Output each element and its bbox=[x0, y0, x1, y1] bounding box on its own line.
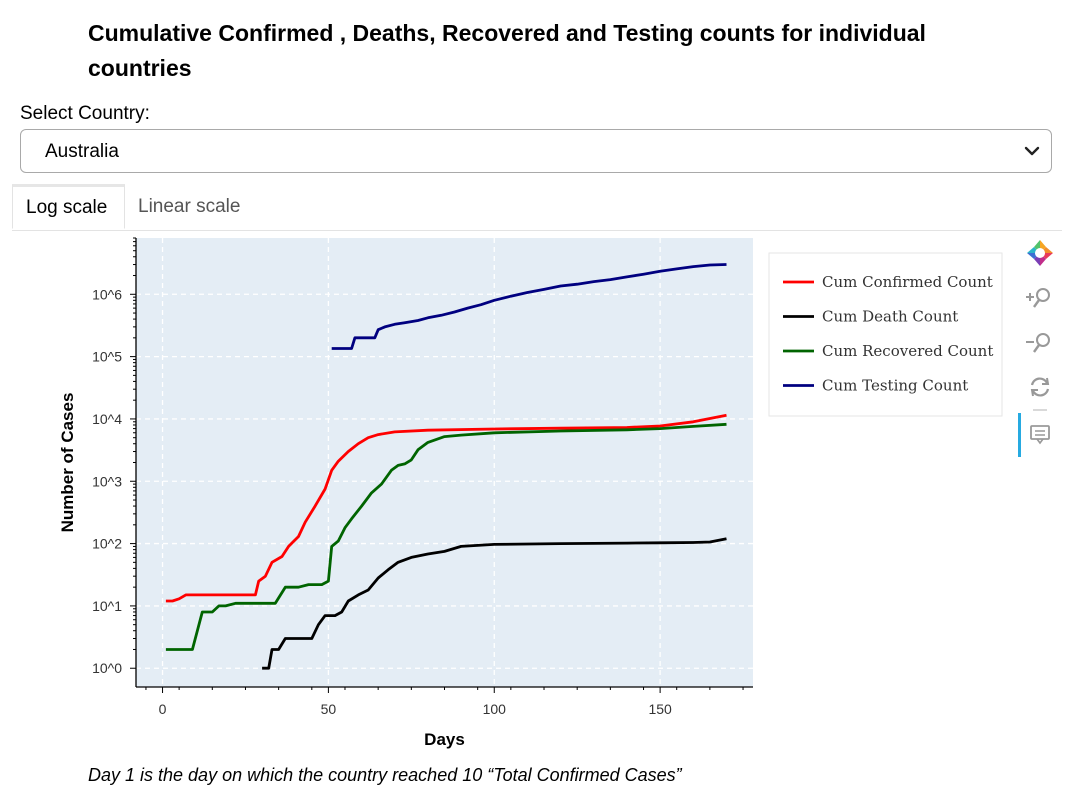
legend: Cum Confirmed Count Cum Death Count Cum Re… bbox=[768, 252, 1003, 417]
chart-toolbar bbox=[1018, 240, 1053, 457]
chevron-down-icon bbox=[1024, 146, 1040, 156]
legend-box bbox=[768, 252, 1003, 417]
page-title: Cumulative Confirmed , Deaths, Recovered… bbox=[88, 20, 926, 81]
zoom-in-icon[interactable] bbox=[1026, 288, 1050, 308]
country-select[interactable]: Australia bbox=[20, 129, 1052, 173]
scale-tabs: Log scale Linear scale bbox=[12, 184, 1062, 231]
footnote: Day 1 is the day on which the country re… bbox=[88, 765, 682, 785]
plot-area bbox=[136, 238, 753, 687]
legend-label: Cum Death Count bbox=[822, 308, 958, 326]
y-tick-label: 10^0 bbox=[92, 660, 122, 676]
cumulative-counts-chart: 0 50 100 150 10^0 10^1 10^2 10^3 10^4 10^5 10^6 Da… bbox=[58, 237, 1053, 749]
reset-icon[interactable] bbox=[1030, 377, 1050, 397]
y-tick-label: 10^4 bbox=[92, 411, 122, 427]
y-tick-label: 10^1 bbox=[92, 598, 122, 614]
hover-tooltip-icon[interactable] bbox=[1018, 413, 1050, 457]
x-tick-label: 150 bbox=[648, 701, 672, 717]
tab-log-scale[interactable]: Log scale bbox=[12, 184, 125, 229]
y-tick-label: 10^2 bbox=[92, 536, 122, 552]
tab-linear-scale[interactable]: Linear scale bbox=[138, 196, 241, 217]
x-axis-title: Days bbox=[424, 730, 465, 749]
y-tick-label: 10^6 bbox=[92, 286, 122, 302]
y-axis-title: Number of Cases bbox=[58, 393, 77, 533]
series-line-1 bbox=[165, 413, 727, 603]
x-tick-label: 0 bbox=[159, 701, 167, 717]
series-line-3 bbox=[165, 422, 727, 651]
series-line-2 bbox=[262, 537, 727, 670]
zoom-out-icon[interactable] bbox=[1026, 333, 1050, 353]
legend-label: Cum Confirmed Count bbox=[822, 273, 993, 291]
legend-label: Cum Testing Count bbox=[822, 377, 968, 395]
x-tick-label: 100 bbox=[483, 701, 507, 717]
y-tick-label: 10^5 bbox=[92, 349, 122, 365]
select-country-label: Select Country: bbox=[20, 103, 150, 124]
series-line-4 bbox=[331, 263, 727, 350]
bokeh-logo-icon[interactable] bbox=[1027, 240, 1053, 266]
country-select-value: Australia bbox=[45, 141, 119, 162]
legend-label: Cum Recovered Count bbox=[822, 342, 993, 360]
x-tick-label: 50 bbox=[321, 701, 337, 717]
y-tick-label: 10^3 bbox=[92, 473, 122, 489]
